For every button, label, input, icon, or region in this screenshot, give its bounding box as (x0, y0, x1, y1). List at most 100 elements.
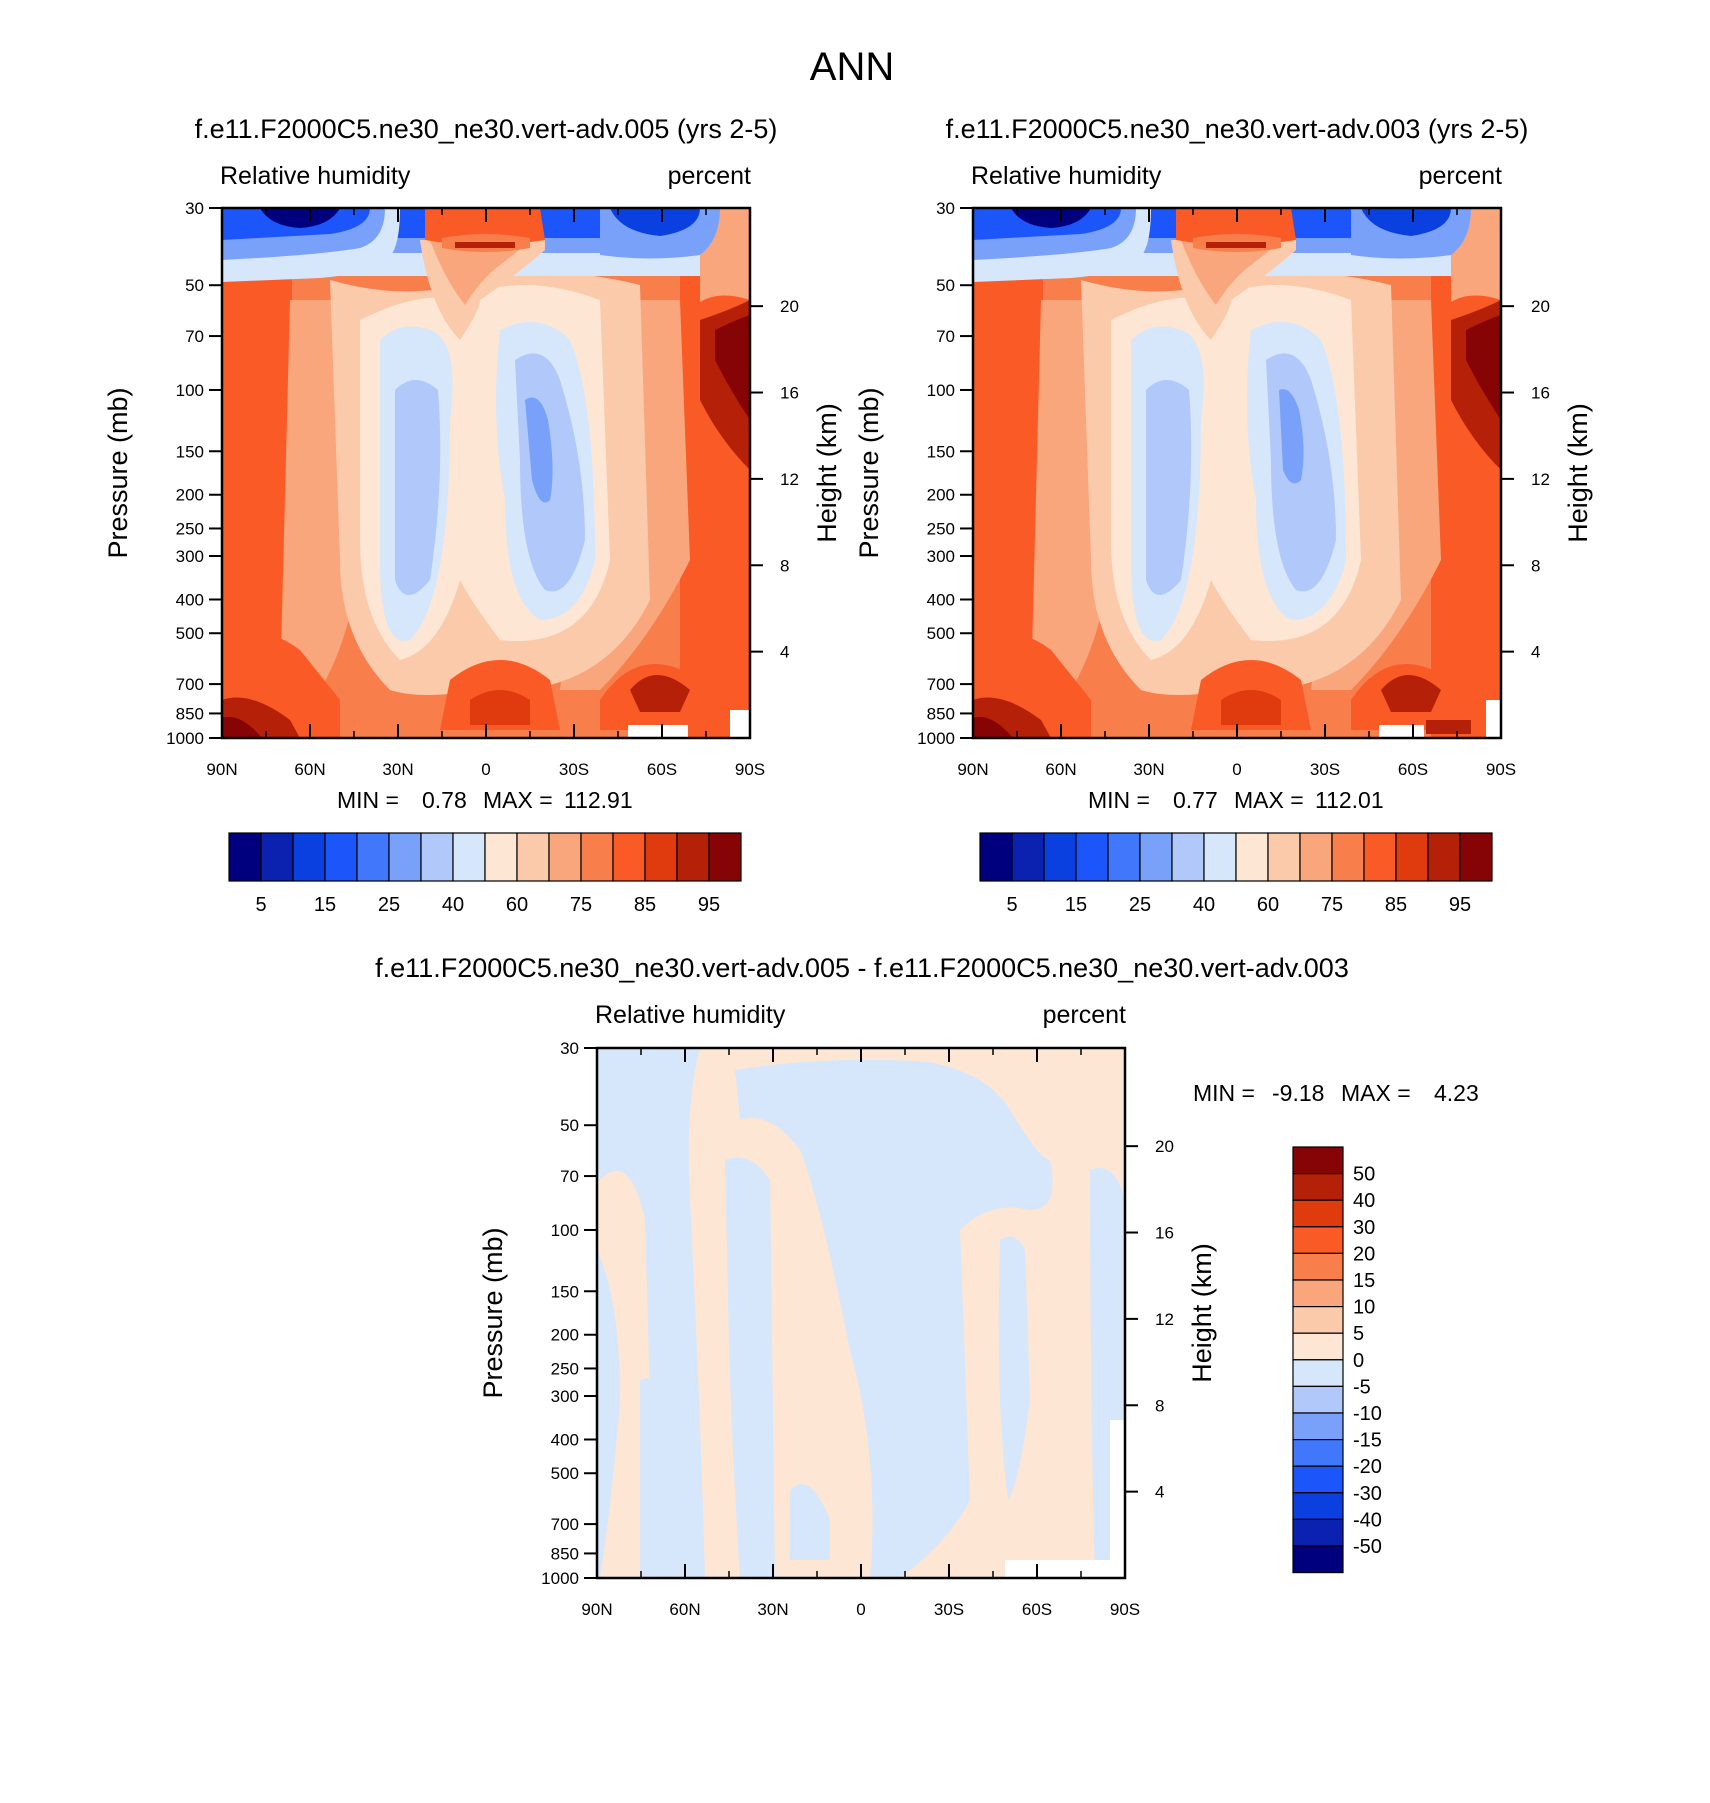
colorbar-label: 0 (1353, 1350, 1364, 1372)
colorbar-swatch (1292, 1518, 1344, 1547)
height-tick-label: 8 (1155, 1396, 1164, 1415)
panel-2-y-axis: 30 50 70 100 150 200 250 300 400 500 700 850 1000 (917, 199, 973, 748)
panel-2-min-value: 0.77 (1173, 787, 1218, 813)
panel-1-max-value: 112.91 (564, 787, 633, 813)
x-tick-label: 60N (1045, 760, 1076, 779)
colorbar-swatch (356, 832, 390, 882)
colorbar-label: 15 (1353, 1270, 1375, 1292)
colorbar-swatch (1292, 1226, 1344, 1255)
y-tick-label: 700 (927, 675, 955, 694)
panel-1-colorbar: 5 15 25 40 60 75 85 95 (228, 832, 742, 916)
x-tick-label: 30N (1133, 760, 1164, 779)
y-tick-label: 30 (560, 1039, 579, 1058)
colorbar-label: -15 (1353, 1430, 1382, 1452)
x-tick-label: 30S (1310, 760, 1340, 779)
height-tick-label: 8 (780, 556, 789, 575)
colorbar-label: 5 (1353, 1323, 1364, 1345)
x-tick-label: 30N (382, 760, 413, 779)
x-tick-label: 60N (669, 1600, 700, 1619)
panel-3: f.e11.F2000C5.ne30_ne30.vert-adv.005 - f… (375, 953, 1479, 1619)
colorbar-swatch (1292, 1305, 1344, 1334)
colorbar-label: -5 (1353, 1376, 1371, 1398)
panel-3-max-value: 4.23 (1434, 1080, 1479, 1106)
colorbar-label: 25 (1129, 894, 1151, 916)
height-tick-label: 16 (1155, 1224, 1174, 1243)
panel-1-min-label: MIN = (337, 787, 399, 813)
colorbar-label: 75 (570, 894, 592, 916)
colorbar-swatch (1299, 832, 1333, 882)
colorbar-swatch (228, 832, 262, 882)
panel-3-contour-field (597, 1048, 1125, 1578)
colorbar-label: -10 (1353, 1403, 1382, 1425)
colorbar-swatch (1331, 832, 1365, 882)
colorbar-swatch (1267, 832, 1301, 882)
panel-3-height-axis: 20 16 12 8 4 (1125, 1137, 1174, 1502)
colorbar-label: 60 (506, 894, 528, 916)
height-tick-label: 16 (1531, 384, 1550, 403)
y-tick-label: 700 (176, 675, 204, 694)
y-tick-label: 1000 (917, 729, 955, 748)
height-tick-label: 12 (1531, 470, 1550, 489)
panel-2: f.e11.F2000C5.ne30_ne30.vert-adv.003 (yr… (854, 114, 1593, 916)
colorbar-swatch (1395, 832, 1429, 882)
height-tick-label: 4 (780, 643, 789, 662)
colorbar-swatch (484, 832, 518, 882)
colorbar-label: 95 (1449, 894, 1471, 916)
y-tick-label: 150 (176, 442, 204, 461)
colorbar-swatch (1459, 832, 1493, 882)
panel-3-title: f.e11.F2000C5.ne30_ne30.vert-adv.005 - f… (375, 953, 1349, 983)
y-tick-label: 400 (176, 591, 204, 610)
panel-1-units-label: percent (668, 162, 751, 190)
colorbar-swatch (1292, 1465, 1344, 1494)
x-tick-label: 90S (735, 760, 765, 779)
y-tick-label: 250 (551, 1359, 579, 1378)
colorbar-label: 10 (1353, 1297, 1375, 1319)
colorbar-label: 85 (1385, 894, 1407, 916)
panel-2-min-label: MIN = (1088, 787, 1150, 813)
x-tick-label: 30S (559, 760, 589, 779)
y-tick-label: 400 (551, 1431, 579, 1450)
colorbar-label: 20 (1353, 1243, 1375, 1265)
height-tick-label: 16 (780, 384, 799, 403)
y-tick-label: 300 (927, 547, 955, 566)
panel-1-variable-label: Relative humidity (220, 162, 411, 190)
colorbar-swatch (1292, 1199, 1344, 1228)
x-tick-label: 90N (581, 1600, 612, 1619)
colorbar-label: 15 (314, 894, 336, 916)
colorbar-swatch (324, 832, 358, 882)
panel-1-max-label: MAX = (483, 787, 553, 813)
colorbar-label: 40 (1353, 1190, 1375, 1212)
y-tick-label: 700 (551, 1515, 579, 1534)
panel-2-title: f.e11.F2000C5.ne30_ne30.vert-adv.003 (yr… (946, 114, 1529, 144)
y-tick-label: 250 (176, 519, 204, 538)
y-tick-label: 200 (927, 486, 955, 505)
panel-2-height-axis: 20 16 12 8 4 (1501, 297, 1550, 662)
height-tick-label: 20 (1531, 297, 1550, 316)
y-tick-label: 400 (927, 591, 955, 610)
y-tick-label: 200 (176, 486, 204, 505)
panel-2-max-value: 112.01 (1315, 787, 1384, 813)
panel-1-ylabel: Pressure (mb) (103, 387, 133, 558)
y-tick-label: 70 (185, 327, 204, 346)
panel-2-ylabel: Pressure (mb) (854, 387, 884, 558)
colorbar-swatch (388, 832, 422, 882)
x-tick-label: 60N (294, 760, 325, 779)
colorbar-label: 30 (1353, 1217, 1375, 1239)
panel-3-variable-label: Relative humidity (595, 1001, 786, 1029)
x-tick-label: 30S (934, 1600, 964, 1619)
colorbar-label: 75 (1321, 894, 1343, 916)
y-tick-label: 850 (176, 704, 204, 723)
y-tick-label: 150 (927, 442, 955, 461)
colorbar-label: 85 (634, 894, 656, 916)
panel-1-ylabel-right: Height (km) (812, 403, 842, 543)
x-tick-label: 90N (957, 760, 988, 779)
colorbar-swatch (1292, 1279, 1344, 1308)
colorbar-swatch (1292, 1545, 1344, 1574)
colorbar-swatch (1292, 1385, 1344, 1414)
colorbar-swatch (260, 832, 294, 882)
colorbar-swatch (580, 832, 614, 882)
y-tick-label: 850 (551, 1544, 579, 1563)
colorbar-swatch (979, 832, 1013, 882)
y-tick-label: 1000 (541, 1569, 579, 1588)
